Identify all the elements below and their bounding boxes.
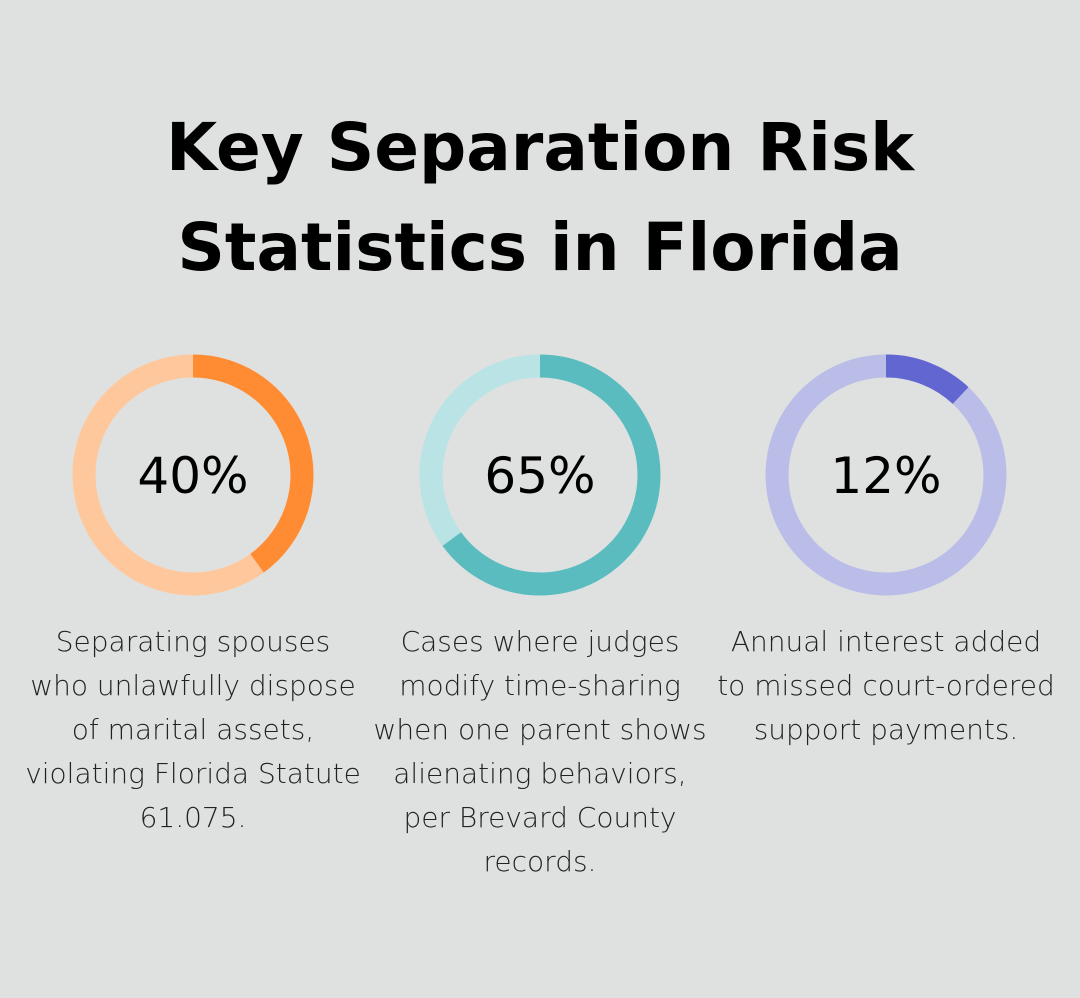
donut-value-arc [442, 354, 661, 596]
stat-card-1: 65% Cases where judges modify time-shari… [370, 354, 710, 884]
stat-description: Cases where judges modify time-sharing w… [373, 625, 707, 878]
donut-value-label: 12% [830, 447, 941, 505]
donut-value-label: 65% [484, 447, 595, 505]
donut-value-arc [192, 354, 314, 573]
donut-chart-2: 12% [765, 354, 1007, 596]
donut-value-arc [885, 354, 969, 405]
donut-chart-0: 40% [72, 354, 314, 596]
donut-value-label: 40% [137, 447, 248, 505]
stat-card-2: 12% Annual interest added to missed cour… [716, 354, 1056, 752]
stat-card-0: 40% Separating spouses who unlawfully di… [23, 354, 363, 840]
donut-chart-1: 65% [419, 354, 661, 596]
stat-description: Separating spouses who unlawfully dispos… [25, 625, 361, 834]
page-title: Key Separation Risk Statistics in Florid… [165, 109, 914, 286]
stat-description: Annual interest added to missed court-or… [717, 625, 1055, 746]
